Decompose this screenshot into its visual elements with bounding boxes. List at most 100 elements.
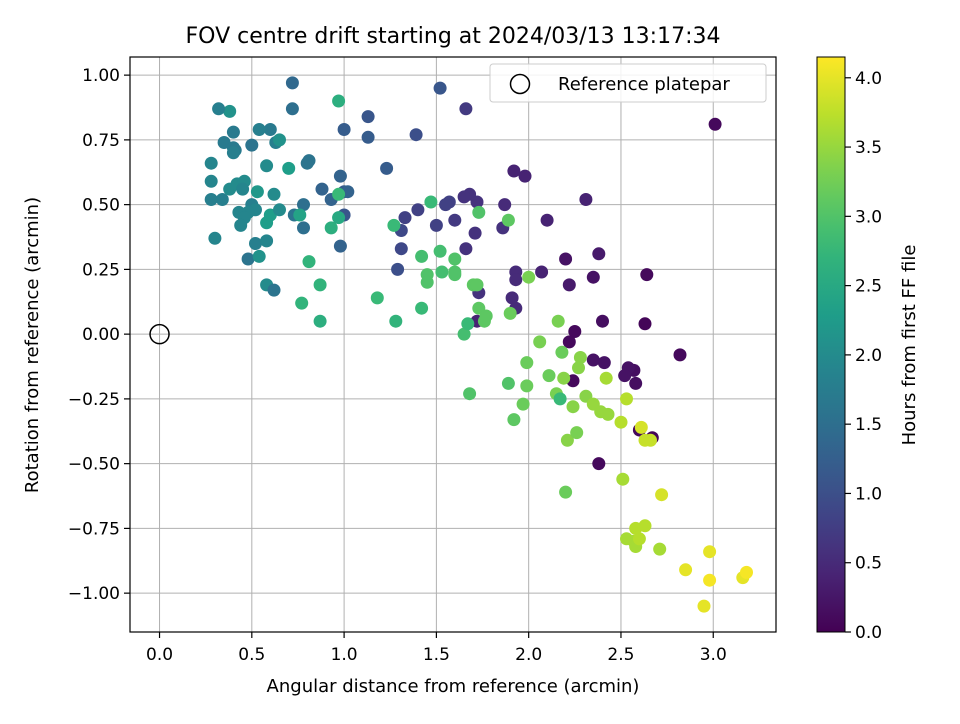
y-tick-label: 0.75: [82, 131, 120, 151]
data-point: [568, 325, 582, 338]
data-point: [297, 198, 310, 212]
data-point: [463, 387, 477, 401]
data-point: [332, 211, 346, 225]
data-point: [415, 301, 429, 315]
data-point: [557, 371, 571, 385]
colorbar-tick-label: 1.0: [855, 484, 882, 504]
data-point: [592, 457, 606, 471]
y-axis-label: Rotation from reference (arcmin): [22, 197, 43, 493]
data-point: [457, 190, 471, 204]
data-point: [551, 314, 565, 328]
data-point: [267, 283, 281, 297]
data-point: [592, 247, 606, 261]
data-point: [260, 159, 274, 173]
data-point: [655, 488, 669, 502]
data-point: [429, 218, 443, 232]
data-point: [315, 182, 329, 196]
data-point: [566, 400, 580, 414]
data-point: [370, 291, 384, 305]
data-point: [263, 123, 277, 136]
data-point: [518, 169, 532, 183]
data-point: [273, 133, 286, 147]
chart-title: FOV centre drift starting at 2024/03/13 …: [186, 24, 721, 49]
colorbar-tick-label: 3.0: [855, 207, 882, 227]
data-point: [640, 268, 654, 282]
data-point: [632, 532, 646, 546]
colorbar-label: Hours from first FF file: [899, 245, 920, 446]
data-point: [559, 252, 573, 266]
data-point: [638, 317, 652, 331]
data-point: [614, 415, 628, 429]
data-point: [297, 221, 310, 235]
data-point: [653, 542, 667, 556]
data-point: [337, 123, 351, 136]
data-point: [361, 110, 375, 124]
data-point: [505, 291, 519, 305]
data-point: [586, 270, 600, 284]
data-point: [267, 187, 281, 201]
colorbar-tick-label: 3.5: [855, 138, 882, 158]
data-point: [542, 369, 556, 383]
data-point: [361, 130, 375, 144]
data-point: [295, 296, 309, 310]
data-point: [599, 371, 613, 385]
colorbar-tick-label: 4.0: [855, 69, 882, 89]
data-point: [579, 193, 593, 206]
data-point: [333, 239, 347, 253]
data-point: [644, 433, 657, 447]
data-point: [212, 102, 226, 116]
data-point: [424, 195, 438, 209]
data-point: [439, 198, 453, 212]
data-point: [252, 249, 266, 263]
data-point: [333, 169, 347, 183]
colorbar-tick-label: 2.0: [855, 346, 882, 366]
data-point: [572, 361, 585, 375]
data-point: [226, 125, 240, 139]
y-tick-label: 0.50: [82, 196, 120, 216]
data-point: [332, 94, 346, 108]
data-point: [398, 211, 412, 225]
colorbar-tick-label: 0.0: [855, 623, 882, 643]
data-point: [234, 218, 248, 232]
x-tick-label: 3.0: [700, 645, 727, 665]
data-point: [503, 306, 517, 320]
data-point: [535, 265, 549, 279]
data-point: [540, 213, 554, 227]
data-point: [533, 335, 547, 349]
data-point: [679, 563, 693, 577]
data-point: [620, 392, 633, 406]
data-point: [507, 164, 521, 178]
data-point: [697, 599, 711, 613]
data-point: [459, 242, 473, 256]
data-point: [507, 413, 521, 427]
data-point: [387, 218, 401, 232]
y-tick-label: −1.00: [68, 584, 120, 604]
x-tick-label: 0.5: [238, 645, 265, 665]
data-point: [501, 213, 515, 227]
data-point: [204, 174, 218, 188]
data-point: [520, 379, 534, 393]
data-point: [479, 309, 493, 323]
x-tick-label: 1.5: [423, 645, 450, 665]
data-point: [208, 231, 222, 245]
legend-box: [489, 63, 767, 103]
y-tick-label: −0.50: [68, 455, 120, 475]
data-point: [302, 154, 316, 168]
x-tick-label: 1.0: [331, 645, 358, 665]
data-point: [740, 565, 753, 579]
data-point: [409, 128, 423, 142]
data-point: [204, 156, 218, 170]
data-point: [394, 242, 408, 256]
data-point: [708, 117, 722, 131]
data-point: [638, 519, 652, 533]
data-point: [433, 244, 447, 258]
plot-area-frame: [129, 56, 777, 633]
data-point: [285, 102, 299, 116]
data-point: [391, 262, 405, 276]
data-point: [596, 314, 609, 328]
data-point: [560, 433, 574, 447]
data-point: [573, 351, 587, 364]
legend: Reference platepar: [489, 63, 767, 103]
data-point: [516, 397, 530, 411]
data-point: [204, 193, 218, 206]
